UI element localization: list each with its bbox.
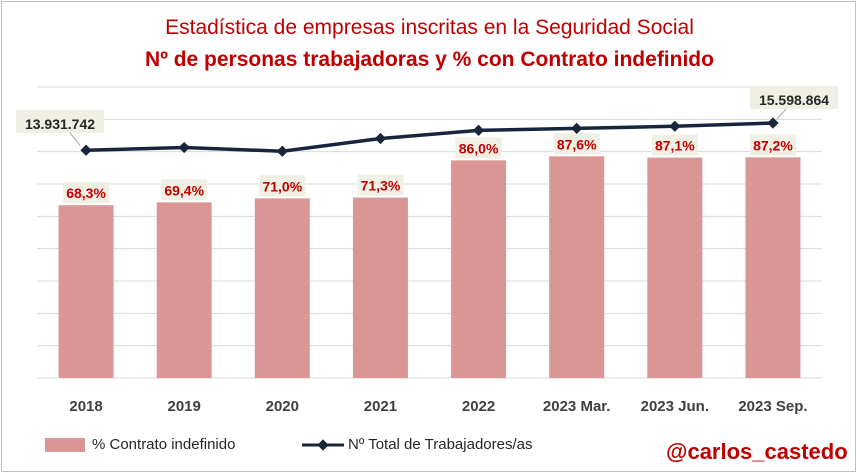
line-point: [571, 122, 583, 135]
legend-bar-swatch: [45, 438, 85, 452]
x-tick-label: 2023 Mar.: [543, 398, 611, 415]
line-point: [178, 141, 190, 154]
bar-label-bg: [63, 182, 110, 204]
bar-label-bg: [749, 134, 796, 156]
line-point: [276, 145, 288, 157]
bar: [58, 205, 114, 378]
x-tick-label: 2022: [462, 398, 495, 415]
bar-label-bg: [161, 179, 208, 201]
bar-label-bg: [455, 137, 502, 159]
bar: [745, 157, 801, 378]
bar: [254, 198, 310, 378]
line-data-label: 15.598.864: [759, 92, 829, 108]
bar-data-label: 69,4%: [164, 182, 204, 198]
line-point: [80, 144, 92, 156]
bar-label-bg: [651, 134, 698, 156]
bar-data-label: 87,2%: [753, 137, 793, 153]
bar: [549, 156, 605, 378]
legend-line-swatch: [302, 439, 344, 451]
bar-data-label: 86,0%: [459, 140, 499, 156]
leader-line: [69, 132, 81, 146]
chart-title: Estadística de empresas inscritas en la …: [165, 16, 694, 39]
x-tick-label: 2018: [69, 398, 102, 415]
bar: [352, 197, 408, 378]
x-tick-label: 2023 Jun.: [641, 398, 709, 415]
x-tick-label: 2020: [266, 398, 299, 415]
line-point: [669, 120, 681, 132]
bar: [156, 202, 212, 378]
line-data-label: 13.931.742: [25, 116, 95, 132]
x-tick-label: 2021: [364, 398, 397, 415]
bar-data-label: 87,1%: [655, 138, 695, 154]
bar-label-bg: [357, 174, 404, 196]
bar-label-bg: [553, 133, 600, 155]
line-label-bg: [750, 86, 838, 109]
bar: [647, 157, 703, 378]
x-tick-label: 2023 Sep.: [738, 398, 807, 415]
bar-data-label: 87,6%: [557, 136, 597, 152]
bar-data-label: 71,0%: [262, 178, 302, 194]
line-point: [374, 132, 387, 145]
series-line: [86, 121, 773, 153]
bar-data-label: 68,3%: [66, 185, 106, 201]
bar-data-label: 71,3%: [361, 178, 401, 194]
x-tick-label: 2019: [168, 398, 201, 415]
bar-label-bg: [259, 175, 306, 197]
legend-bar-label: % Contrato indefinido: [92, 436, 236, 453]
author-credit: @carlos_castedo: [666, 439, 848, 464]
bar: [451, 160, 507, 378]
chart-subtitle: Nº de personas trabajadoras y % con Cont…: [145, 48, 714, 71]
leader-line: [776, 108, 787, 120]
line-label-bg: [16, 110, 104, 133]
legend-line-label: Nº Total de Trabajadores/as: [348, 436, 533, 453]
line-point: [472, 124, 485, 136]
